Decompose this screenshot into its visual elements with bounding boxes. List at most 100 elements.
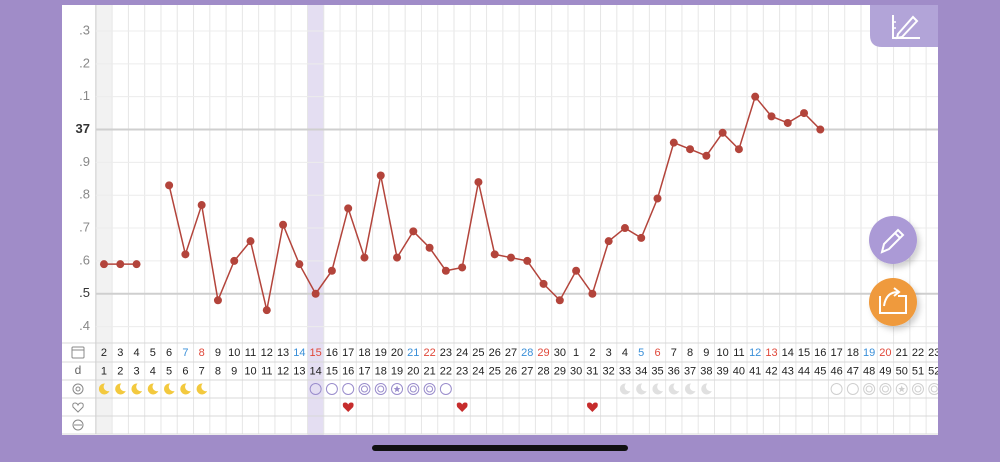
temperature-point <box>181 250 190 259</box>
temperature-point <box>637 233 646 242</box>
cycle-day-label: 9 <box>231 365 237 377</box>
date-label: 5 <box>638 347 644 359</box>
home-indicator <box>372 445 628 451</box>
cycle-day-label: 47 <box>847 365 859 377</box>
temperature-point <box>474 178 483 187</box>
cycle-day-label: 30 <box>570 365 582 377</box>
cycle-day-row-label: d <box>75 363 82 377</box>
temperature-point <box>653 194 662 203</box>
share-button[interactable] <box>869 278 917 326</box>
date-label: 14 <box>293 347 305 359</box>
date-label: 20 <box>879 347 891 359</box>
heart-row-icon <box>72 402 84 413</box>
temperature-point <box>230 256 239 265</box>
circle-symbol <box>928 383 938 395</box>
cycle-day-label: 51 <box>912 365 924 377</box>
calendar-icon <box>71 346 85 359</box>
date-label: 12 <box>261 347 273 359</box>
circle-symbol <box>309 383 322 395</box>
date-label: 12 <box>749 347 761 359</box>
date-label: 6 <box>654 347 660 359</box>
date-label: 3 <box>606 347 612 359</box>
today-column <box>307 5 324 435</box>
date-label: 4 <box>133 347 139 359</box>
double-circle-inner <box>881 385 889 393</box>
date-label: 20 <box>391 347 403 359</box>
circle-symbol <box>342 383 355 395</box>
date-label: 14 <box>782 347 794 359</box>
temperature-point <box>800 109 809 118</box>
y-tick-label: .4 <box>79 318 90 333</box>
temperature-point <box>327 266 336 275</box>
circle-symbol <box>325 383 338 395</box>
moon-symbol <box>131 383 143 395</box>
y-tick-label: .1 <box>79 88 90 103</box>
cycle-day-label: 11 <box>261 365 272 377</box>
double-circle-inner <box>377 385 385 393</box>
temperature-point <box>669 138 678 147</box>
temperature-point <box>311 289 320 298</box>
edit-button[interactable] <box>869 216 917 264</box>
heart-mark <box>456 402 468 412</box>
date-label: 22 <box>423 347 435 359</box>
cycle-day-label: 38 <box>700 365 712 377</box>
temperature-point <box>279 220 288 229</box>
temperature-point <box>262 306 271 315</box>
cycle-day-label: 37 <box>684 365 696 377</box>
date-label: 23 <box>440 347 452 359</box>
temperature-point <box>783 118 792 127</box>
temperature-point <box>572 266 581 275</box>
date-label: 18 <box>847 347 859 359</box>
date-label: 9 <box>703 347 709 359</box>
mood-icon <box>72 419 84 431</box>
cycle-day-label: 10 <box>244 365 256 377</box>
date-label: 4 <box>622 347 628 359</box>
moon-symbol <box>684 383 696 395</box>
temperature-point <box>718 128 727 137</box>
circle-symbol <box>407 383 420 395</box>
date-label: 10 <box>717 347 729 359</box>
circle-symbol <box>846 383 859 395</box>
cycle-day-label: 49 <box>879 365 891 377</box>
temperature-point <box>246 237 255 246</box>
temperature-point <box>132 260 141 269</box>
star-symbol <box>393 385 401 393</box>
temperature-point <box>767 112 776 121</box>
moon-symbol <box>701 383 712 395</box>
date-label: 16 <box>814 347 826 359</box>
circle-symbol <box>895 383 908 395</box>
temperature-point <box>376 171 385 180</box>
date-label: 3 <box>117 347 123 359</box>
double-circle-inner <box>409 385 417 393</box>
panel <box>62 5 938 435</box>
cycle-day-label: 7 <box>199 365 205 377</box>
temperature-point <box>360 253 369 262</box>
date-label: 11 <box>733 347 744 359</box>
cycle-day-label: 13 <box>293 365 305 377</box>
double-circle-inner <box>865 385 873 393</box>
circle-symbol <box>423 383 436 395</box>
test-icon <box>72 383 84 395</box>
temperature-point <box>734 145 743 154</box>
date-label: 27 <box>505 347 517 359</box>
date-label: 24 <box>456 347 468 359</box>
temperature-point <box>620 224 629 233</box>
y-tick-label: .7 <box>79 219 90 234</box>
date-label: 8 <box>687 347 693 359</box>
cycle-day-label: 20 <box>407 365 419 377</box>
temperature-point <box>816 125 825 134</box>
y-tick-label: .9 <box>79 154 90 169</box>
moon-symbol <box>98 383 110 395</box>
cycle-day-label: 23 <box>456 365 468 377</box>
cycle-day-label: 52 <box>928 365 940 377</box>
moon-symbol <box>147 383 159 395</box>
date-label: 28 <box>521 347 533 359</box>
date-label: 2 <box>589 347 595 359</box>
chart-mode-button[interactable] <box>870 5 938 47</box>
cycle-day-label: 39 <box>717 365 729 377</box>
moon-symbol <box>619 383 631 395</box>
circle-symbol <box>374 383 387 395</box>
cycle-day-label: 27 <box>521 365 533 377</box>
cycle-day-label: 36 <box>668 365 680 377</box>
